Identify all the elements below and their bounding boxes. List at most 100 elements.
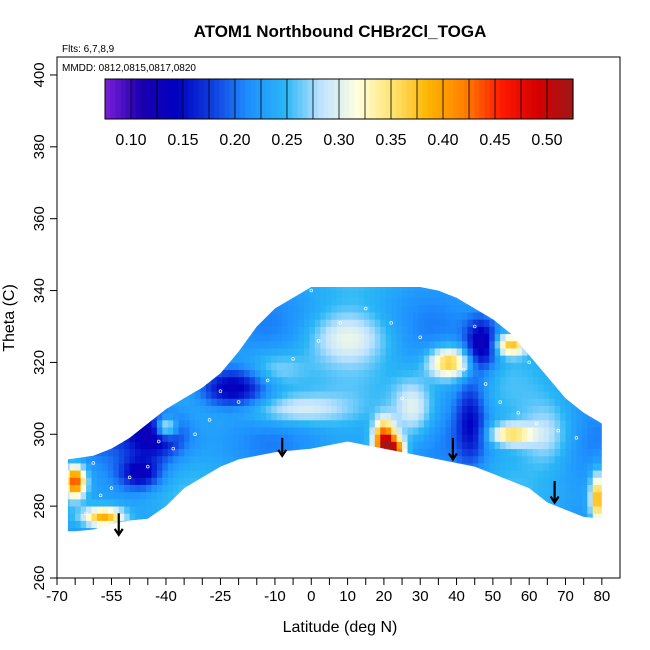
heatmap-cell bbox=[592, 484, 599, 493]
heatmap-cell bbox=[451, 348, 457, 356]
heatmap-cell bbox=[592, 470, 599, 478]
sample-point bbox=[389, 321, 393, 325]
heatmap-cell bbox=[353, 355, 359, 363]
heatmap-cell bbox=[282, 376, 289, 385]
heatmap-cell bbox=[287, 412, 294, 421]
heatmap-cell bbox=[434, 355, 441, 363]
heatmap-cell bbox=[483, 355, 490, 363]
heatmap-cell bbox=[167, 498, 174, 507]
heatmap-cell bbox=[347, 412, 354, 421]
heatmap-cell bbox=[391, 412, 398, 421]
heatmap-cell bbox=[271, 434, 278, 442]
heatmap-cell bbox=[396, 333, 403, 342]
heatmap-cell bbox=[549, 470, 556, 478]
heatmap-cell bbox=[347, 391, 354, 399]
heatmap-cell bbox=[309, 304, 316, 313]
heatmap-cell bbox=[124, 470, 131, 478]
colorbar-tick-label: 0.10 bbox=[115, 132, 146, 149]
heatmap-cell bbox=[244, 369, 250, 378]
heatmap-cell bbox=[249, 333, 256, 342]
colorbar-swatch bbox=[417, 79, 423, 119]
heatmap-cell bbox=[216, 383, 223, 392]
heatmap-cell bbox=[478, 376, 485, 385]
heatmap-cell bbox=[565, 391, 572, 399]
heatmap-cell bbox=[478, 419, 485, 428]
heatmap-cell bbox=[298, 348, 305, 356]
colorbar-swatch bbox=[536, 79, 543, 119]
heatmap-cell bbox=[178, 412, 185, 421]
heatmap-cell bbox=[374, 312, 381, 320]
heatmap-cell bbox=[461, 419, 468, 428]
heatmap-cell bbox=[570, 434, 577, 442]
heatmap-cell bbox=[472, 455, 479, 464]
heatmap-cell bbox=[412, 355, 419, 363]
heatmap-cell bbox=[135, 484, 141, 493]
heatmap-cell bbox=[276, 383, 283, 392]
heatmap-cell bbox=[282, 419, 289, 428]
heatmap-cell bbox=[309, 312, 316, 320]
heatmap-cell bbox=[303, 297, 310, 306]
heatmap-cell bbox=[570, 498, 577, 507]
heatmap-cell bbox=[282, 391, 289, 399]
heatmap-cell bbox=[107, 477, 114, 485]
heatmap-cell bbox=[532, 491, 539, 500]
heatmap-cell bbox=[494, 376, 501, 385]
heatmap-cell bbox=[135, 455, 141, 464]
heatmap-cell bbox=[483, 312, 490, 320]
heatmap-cell bbox=[423, 333, 430, 342]
heatmap-cell bbox=[151, 477, 158, 485]
heatmap-cell bbox=[320, 398, 327, 406]
heatmap-cell bbox=[516, 412, 523, 421]
heatmap-cell bbox=[309, 319, 316, 327]
heatmap-cell bbox=[505, 362, 512, 370]
heatmap-cell bbox=[598, 448, 602, 457]
colorbar-swatch bbox=[307, 79, 314, 119]
heatmap-cell bbox=[353, 348, 359, 356]
heatmap-cell bbox=[298, 419, 305, 428]
y-tick-label: 380 bbox=[31, 134, 48, 159]
heatmap-cell bbox=[505, 463, 512, 471]
heatmap-cell bbox=[543, 498, 550, 507]
heatmap-cell bbox=[500, 362, 506, 370]
heatmap-cell bbox=[538, 434, 545, 442]
heatmap-cell bbox=[423, 290, 430, 299]
heatmap-cell bbox=[527, 484, 534, 493]
heatmap-cell bbox=[407, 340, 414, 349]
heatmap-cell bbox=[195, 463, 201, 471]
heatmap-cell bbox=[282, 304, 289, 313]
heatmap-cell bbox=[489, 398, 496, 406]
heatmap-cell bbox=[254, 412, 261, 421]
heatmap-cell bbox=[494, 441, 501, 450]
heatmap-cell bbox=[374, 333, 381, 342]
heatmap-cell bbox=[249, 434, 256, 442]
heatmap-cell bbox=[233, 383, 240, 392]
heatmap-cell bbox=[342, 383, 348, 392]
heatmap-cell bbox=[516, 362, 523, 370]
heatmap-cell bbox=[418, 434, 425, 442]
heatmap-cell bbox=[211, 463, 218, 471]
heatmap-cell bbox=[402, 427, 408, 435]
heatmap-cell bbox=[592, 441, 599, 450]
heatmap-cell bbox=[434, 412, 441, 421]
sample-point bbox=[556, 428, 561, 433]
heatmap-cell bbox=[173, 498, 180, 507]
heatmap-cell bbox=[347, 405, 354, 414]
heatmap-cell bbox=[271, 355, 278, 363]
heatmap-cell bbox=[260, 326, 267, 335]
heatmap-cell bbox=[336, 304, 343, 313]
heatmap-cell bbox=[129, 434, 136, 442]
heatmap-cell bbox=[363, 362, 370, 370]
heatmap-cell bbox=[314, 434, 321, 442]
heatmap-cell bbox=[102, 484, 109, 493]
colorbar-tick-label: 0.25 bbox=[271, 132, 302, 149]
heatmap-cell bbox=[369, 398, 376, 406]
heatmap-cell bbox=[429, 362, 436, 370]
heatmap-cell bbox=[173, 398, 180, 406]
heatmap-cell bbox=[124, 506, 131, 514]
heatmap-cell bbox=[516, 484, 523, 493]
heatmap-cell bbox=[276, 304, 283, 313]
heatmap-cell bbox=[516, 348, 523, 356]
heatmap-cell bbox=[276, 355, 283, 363]
heatmap-cell bbox=[423, 340, 430, 349]
heatmap-cell bbox=[516, 333, 523, 342]
